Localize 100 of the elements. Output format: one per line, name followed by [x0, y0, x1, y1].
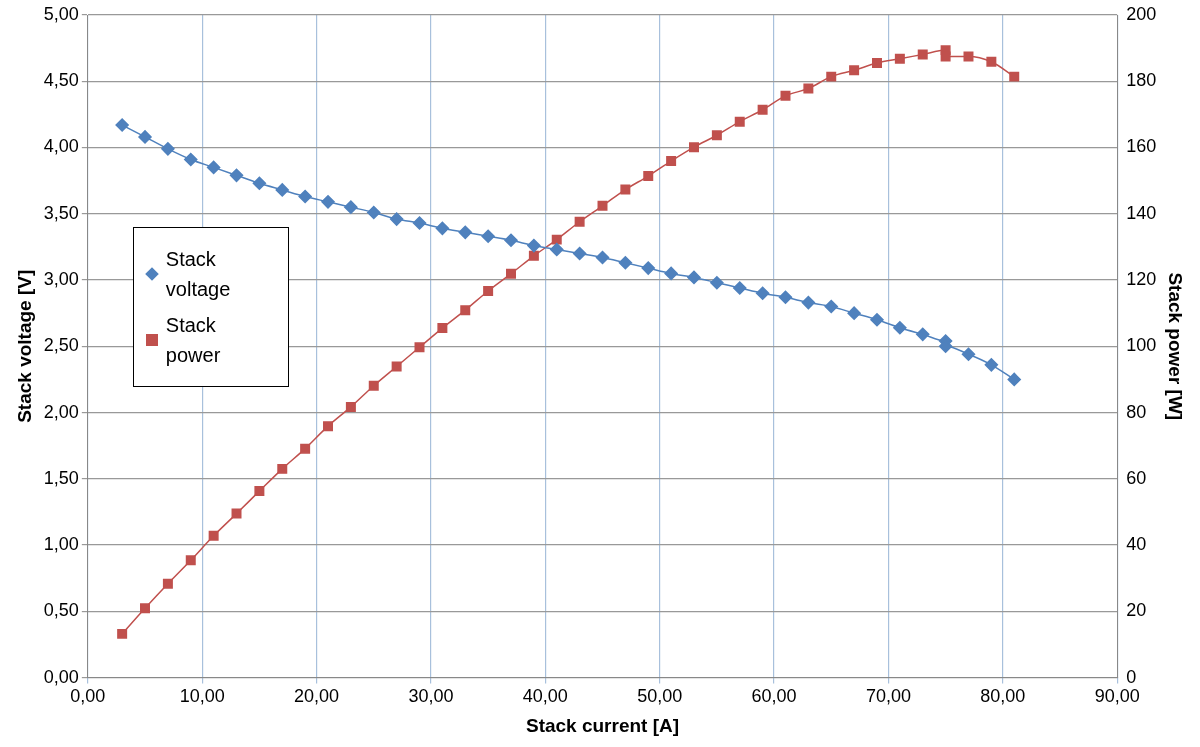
point — [915, 327, 930, 342]
point — [961, 347, 976, 361]
x-tick-label: 60,00 — [751, 686, 797, 707]
y-tick-label: 4,50 — [43, 70, 79, 91]
point — [435, 221, 450, 236]
y-tick-label: 0,00 — [43, 666, 79, 687]
point — [755, 286, 770, 301]
y2-tick-label: 160 — [1126, 136, 1157, 157]
point — [367, 205, 381, 220]
point — [504, 233, 518, 248]
point — [664, 266, 678, 281]
x-tick-label: 70,00 — [865, 686, 911, 707]
point — [551, 234, 562, 245]
y2-tick-label: 40 — [1126, 534, 1147, 555]
point — [824, 299, 838, 314]
y-tick-label: 5,00 — [43, 3, 79, 24]
point — [803, 83, 814, 94]
point — [527, 238, 541, 253]
point — [826, 71, 837, 82]
point — [208, 530, 219, 541]
point — [595, 250, 610, 265]
point — [572, 246, 587, 261]
point — [801, 295, 816, 310]
point — [275, 183, 290, 197]
point — [710, 275, 724, 290]
y2-tick-label: 180 — [1126, 70, 1157, 91]
y-tick-label: 0,50 — [43, 600, 79, 621]
point — [277, 463, 288, 474]
x-axis-title: Stack current [A] — [525, 714, 680, 736]
y-tick-label: 3,00 — [43, 269, 79, 290]
legend-label: Stack power — [165, 313, 222, 369]
point — [185, 555, 196, 566]
point — [733, 281, 747, 295]
point — [460, 305, 471, 316]
point — [138, 130, 152, 144]
y2-tick-label: 20 — [1126, 600, 1147, 621]
y2-axis-title: Stack power [W] — [1165, 272, 1187, 421]
point — [483, 285, 494, 296]
y-tick-label: 1,50 — [43, 467, 79, 488]
point — [368, 380, 379, 391]
y2-tick-label: 120 — [1126, 269, 1157, 290]
point — [528, 250, 539, 261]
legend-label: Stack voltage — [165, 247, 232, 303]
point — [963, 51, 974, 62]
x-tick-label: 90,00 — [1094, 686, 1140, 707]
point — [1007, 372, 1021, 387]
point — [984, 358, 999, 372]
point — [414, 342, 425, 353]
point — [734, 116, 745, 127]
y2-tick-label: 100 — [1126, 335, 1157, 356]
x-tick-label: 40,00 — [522, 686, 568, 707]
point — [298, 189, 312, 204]
point — [780, 90, 791, 101]
y2-tick-label: 80 — [1126, 401, 1147, 422]
point — [849, 65, 860, 76]
point — [206, 160, 221, 175]
point — [458, 225, 473, 240]
point — [550, 242, 564, 257]
point — [231, 508, 242, 519]
point — [597, 200, 608, 211]
point — [344, 200, 358, 214]
point — [574, 216, 585, 227]
point — [162, 578, 173, 589]
point — [300, 443, 311, 454]
point — [389, 212, 404, 226]
point — [847, 306, 861, 320]
point — [917, 49, 928, 60]
point — [321, 195, 335, 209]
y-tick-label: 4,00 — [43, 136, 79, 157]
point — [1009, 71, 1020, 82]
point — [894, 53, 905, 64]
point — [711, 130, 722, 141]
point — [229, 168, 244, 183]
point — [893, 321, 907, 335]
y-tick-label: 3,50 — [43, 202, 79, 223]
point — [687, 270, 701, 285]
point — [252, 176, 267, 191]
point — [437, 323, 448, 334]
point — [757, 104, 768, 115]
point — [140, 603, 151, 614]
x-tick-label: 80,00 — [980, 686, 1026, 707]
x-tick-label: 30,00 — [408, 686, 454, 707]
point — [391, 361, 402, 372]
point — [117, 628, 128, 639]
point — [161, 142, 175, 156]
point — [940, 51, 951, 62]
point — [641, 261, 655, 275]
point — [643, 171, 654, 181]
point — [115, 118, 129, 132]
point — [618, 256, 633, 270]
point — [184, 152, 198, 167]
y-axis-title: Stack voltage [V] — [13, 269, 35, 423]
point — [870, 313, 884, 327]
point — [620, 184, 631, 195]
point — [986, 56, 997, 67]
y2-tick-label: 200 — [1126, 3, 1157, 24]
y2-tick-label: 60 — [1126, 467, 1147, 488]
x-tick-label: 0,00 — [70, 686, 106, 707]
point — [481, 229, 495, 244]
y-tick-label: 2,00 — [43, 401, 79, 422]
